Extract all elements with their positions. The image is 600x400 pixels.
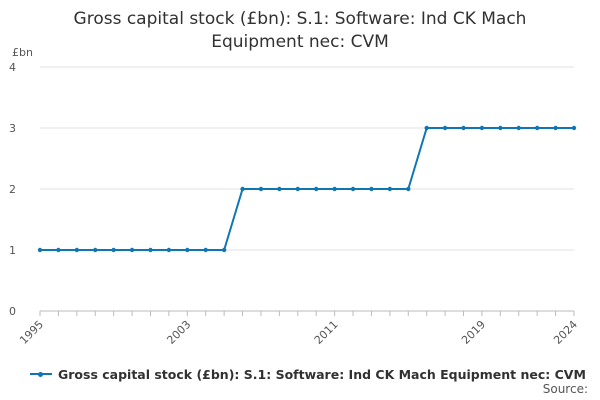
x-tick-label-1995: 1995 [17,318,46,347]
x-tick-label-2024: 2024 [551,318,580,347]
data-point-1997 [74,247,80,253]
chart-title-line-1: Gross capital stock (£bn): S.1: Software… [73,9,527,29]
y-tick-label-1: 1 [9,244,16,257]
data-point-2014 [387,186,393,192]
data-point-2020 [498,125,503,131]
data-point-2000 [129,247,135,253]
x-tick-label-2003: 2003 [164,318,193,347]
x-tick-label-2019: 2019 [459,318,488,347]
source-label: Source: [542,382,588,396]
data-point-2005 [221,247,227,253]
data-point-1999 [111,247,116,253]
chart-title: Gross capital stock (£bn): S.1: Software… [0,8,600,54]
data-point-2016 [424,125,429,131]
x-tick-label-2011: 2011 [312,318,341,347]
series [37,125,577,253]
data-point-2008 [277,186,282,192]
data-point-1998 [93,247,98,253]
data-point-2009 [295,186,300,192]
y-tick-label-4: 4 [9,61,16,74]
series-line-0 [40,127,574,251]
y-axis-label: £bn [12,46,33,59]
data-point-2001 [148,247,153,253]
axes [39,310,575,316]
legend-swatch [30,367,52,381]
data-point-2006 [240,186,245,192]
y-tick-label-2: 2 [9,183,16,196]
data-point-2024 [571,125,577,131]
chart-title-line-2: Equipment nec: CVM [211,32,389,52]
y-tick-labels: 0 1 2 3 4 [9,61,16,318]
x-tick-labels: 1995 2003 2011 2019 2024 [17,318,580,347]
data-point-1995 [37,247,43,253]
data-point-1996 [56,247,61,253]
grid-lines [40,66,574,251]
data-point-2003 [185,247,190,253]
data-point-2010 [314,186,319,192]
data-point-2021 [516,125,521,131]
legend-label: Gross capital stock (£bn): S.1: Software… [58,366,586,382]
data-point-2007 [258,186,264,192]
data-point-2023 [553,125,558,131]
y-tick-label-0: 0 [9,305,16,318]
data-point-2013 [369,186,374,192]
data-point-2011 [332,186,337,192]
data-point-2017 [442,125,448,131]
data-point-2015 [406,186,411,192]
data-point-2019 [479,125,485,131]
data-point-2004 [203,247,208,253]
legend: Gross capital stock (£bn): S.1: Software… [30,365,586,383]
y-tick-label-3: 3 [9,122,16,135]
data-point-2022 [534,125,540,131]
data-point-2018 [461,125,466,131]
data-point-2012 [350,186,356,192]
data-point-2002 [166,247,172,253]
